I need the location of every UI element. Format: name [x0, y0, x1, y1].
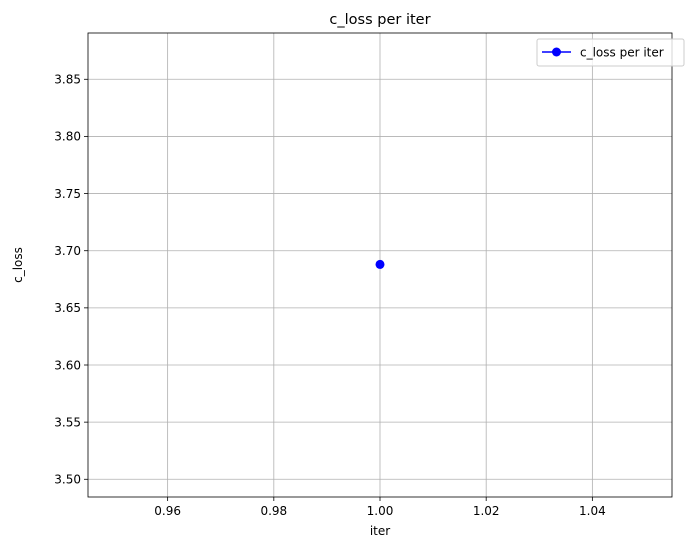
x-tick-label: 0.96	[154, 504, 181, 518]
chart-title: c_loss per iter	[329, 12, 430, 28]
y-tick-label: 3.70	[54, 244, 81, 258]
legend-box	[536, 38, 685, 67]
y-tick-label: 3.50	[54, 473, 81, 487]
legend: c_loss per iter	[536, 38, 685, 67]
y-tick-label: 3.75	[54, 187, 81, 201]
tick-layer: 0.96 0.98 1.00 1.02 1.04 3.50 3.55 3.60 3.65 3.70…	[54, 73, 605, 518]
y-tick-label: 3.85	[54, 73, 81, 87]
x-tick-label: 1.02	[473, 504, 500, 518]
y-tick-label: 3.80	[54, 130, 81, 144]
x-tick-label: 1.00	[367, 504, 394, 518]
y-tick-label: 3.60	[54, 358, 81, 372]
x-tick-label: 0.98	[260, 504, 287, 518]
grid-layer	[88, 33, 672, 497]
data-point	[375, 259, 385, 269]
y-tick-label: 3.65	[54, 301, 81, 315]
legend-label: c_loss per iter	[580, 46, 664, 60]
y-tick-label: 3.55	[54, 415, 81, 429]
series-layer	[375, 259, 385, 269]
x-axis-label: iter	[370, 524, 390, 538]
y-axis-label: c_loss	[11, 247, 25, 283]
x-tick-label: 1.04	[579, 504, 606, 518]
legend-marker	[552, 47, 561, 57]
